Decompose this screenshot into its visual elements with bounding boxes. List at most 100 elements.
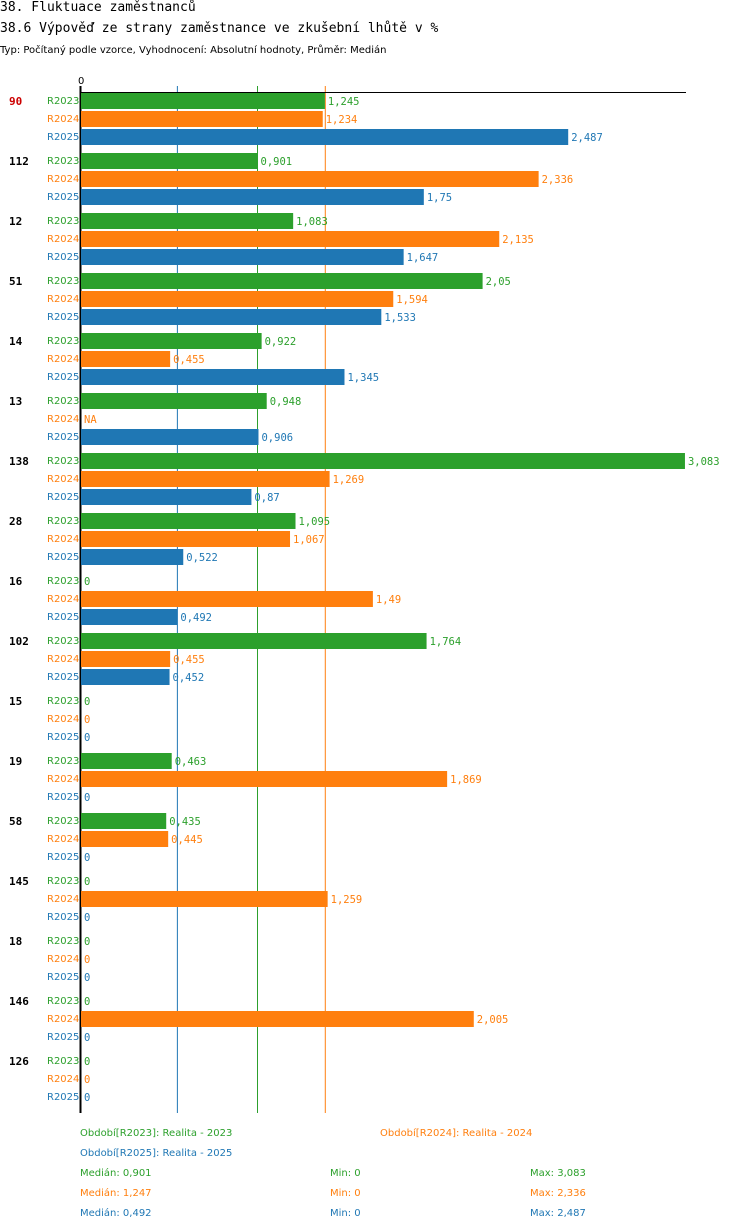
series-label-r2024: R2024	[47, 174, 79, 185]
value-label-102-r2023: 1,764	[430, 636, 462, 648]
bar-28-r2025	[81, 549, 184, 565]
series-label-r2023: R2023	[47, 936, 79, 947]
bar-102-r2023	[81, 633, 427, 649]
series-label-r2025: R2025	[47, 252, 79, 263]
value-label-90-r2025: 2,487	[571, 132, 603, 144]
stat-median-r2024: Medián: 1,247	[80, 1188, 152, 1199]
bar-13-r2025	[81, 429, 259, 445]
value-label-18-r2023: 0	[84, 936, 90, 948]
group-label-102: 102	[9, 635, 29, 648]
bar-19-r2023	[81, 753, 172, 769]
group-label-16: 16	[9, 575, 23, 588]
bar-90-r2025	[81, 129, 569, 145]
group-label-18: 18	[9, 935, 22, 948]
bar-90-r2024	[81, 111, 323, 127]
value-label-138-r2025: 0,87	[254, 492, 279, 504]
series-label-r2024: R2024	[47, 474, 79, 485]
value-label-18-r2025: 0	[84, 972, 90, 984]
stat-min-r2023: Min: 0	[330, 1168, 361, 1179]
series-label-r2024: R2024	[47, 234, 79, 245]
series-label-r2025: R2025	[47, 912, 79, 923]
legend-r2024: Období[R2024]: Realita - 2024	[380, 1128, 533, 1139]
bar-16-r2025	[81, 609, 178, 625]
value-label-138-r2023: 3,083	[688, 456, 720, 468]
stat-max-r2024: Max: 2,336	[530, 1188, 586, 1199]
series-label-r2023: R2023	[47, 696, 79, 707]
bar-12-r2025	[81, 249, 404, 265]
bar-16-r2024	[81, 591, 373, 607]
series-label-r2023: R2023	[47, 276, 79, 287]
series-label-r2025: R2025	[47, 552, 79, 563]
series-label-r2024: R2024	[47, 1074, 79, 1085]
series-label-r2024: R2024	[47, 834, 79, 845]
value-label-13-r2023: 0,948	[270, 396, 302, 408]
series-label-r2024: R2024	[47, 894, 79, 905]
value-label-146-r2023: 0	[84, 996, 90, 1008]
value-label-145-r2025: 0	[84, 912, 90, 924]
bar-51-r2025	[81, 309, 382, 325]
value-label-15-r2024: 0	[84, 714, 90, 726]
series-label-r2023: R2023	[47, 1056, 79, 1067]
group-label-14: 14	[9, 335, 23, 348]
bar-51-r2023	[81, 273, 483, 289]
value-label-15-r2025: 0	[84, 732, 90, 744]
value-label-13-r2024: NA	[84, 414, 97, 426]
series-label-r2023: R2023	[47, 96, 79, 107]
value-label-16-r2023: 0	[84, 576, 90, 588]
bar-28-r2024	[81, 531, 291, 547]
x-axis-zero-label: 0	[78, 76, 84, 87]
value-label-58-r2025: 0	[84, 852, 90, 864]
series-label-r2025: R2025	[47, 432, 79, 443]
value-label-19-r2023: 0,463	[175, 756, 207, 768]
bar-90-r2023	[81, 93, 325, 109]
value-label-19-r2024: 1,869	[450, 774, 482, 786]
group-label-126: 126	[9, 1055, 29, 1068]
stat-median-r2023: Medián: 0,901	[80, 1168, 152, 1179]
series-label-r2023: R2023	[47, 396, 79, 407]
value-label-13-r2025: 0,906	[261, 432, 293, 444]
series-label-r2025: R2025	[47, 732, 79, 743]
series-label-r2025: R2025	[47, 792, 79, 803]
value-label-15-r2023: 0	[84, 696, 90, 708]
series-label-r2024: R2024	[47, 954, 79, 965]
value-label-14-r2025: 1,345	[347, 372, 379, 384]
group-label-13: 13	[9, 395, 22, 408]
series-label-r2025: R2025	[47, 1092, 79, 1103]
series-label-r2024: R2024	[47, 414, 79, 425]
series-label-r2023: R2023	[47, 156, 79, 167]
bar-112-r2025	[81, 189, 424, 205]
value-label-145-r2024: 1,259	[331, 894, 363, 906]
value-label-112-r2024: 2,336	[542, 174, 574, 186]
series-label-r2023: R2023	[47, 336, 79, 347]
chart-subtitle: 38.6 Výpověď ze strany zaměstnance ve zk…	[0, 21, 439, 36]
value-label-58-r2023: 0,435	[169, 816, 201, 828]
bar-112-r2023	[81, 153, 258, 169]
series-label-r2023: R2023	[47, 996, 79, 1007]
bar-102-r2025	[81, 669, 170, 685]
series-label-r2024: R2024	[47, 714, 79, 725]
bar-58-r2023	[81, 813, 167, 829]
value-label-19-r2025: 0	[84, 792, 90, 804]
series-label-r2025: R2025	[47, 132, 79, 143]
bar-145-r2024	[81, 891, 328, 907]
value-label-16-r2024: 1,49	[376, 594, 401, 606]
group-label-19: 19	[9, 755, 22, 768]
value-label-28-r2023: 1,095	[299, 516, 331, 528]
group-label-51: 51	[9, 275, 23, 288]
bar-102-r2024	[81, 651, 171, 667]
series-label-r2025: R2025	[47, 372, 79, 383]
series-label-r2025: R2025	[47, 672, 79, 683]
value-label-12-r2023: 1,083	[296, 216, 328, 228]
group-label-90: 90	[9, 95, 22, 108]
bar-51-r2024	[81, 291, 394, 307]
group-label-15: 15	[9, 695, 22, 708]
value-label-146-r2024: 2,005	[477, 1014, 509, 1026]
series-label-r2024: R2024	[47, 774, 79, 785]
series-label-r2024: R2024	[47, 114, 79, 125]
value-label-126-r2024: 0	[84, 1074, 90, 1086]
value-label-51-r2024: 1,594	[396, 294, 428, 306]
legend-r2025: Období[R2025]: Realita - 2025	[80, 1148, 233, 1159]
bar-138-r2023	[81, 453, 685, 469]
group-label-145: 145	[9, 875, 29, 888]
